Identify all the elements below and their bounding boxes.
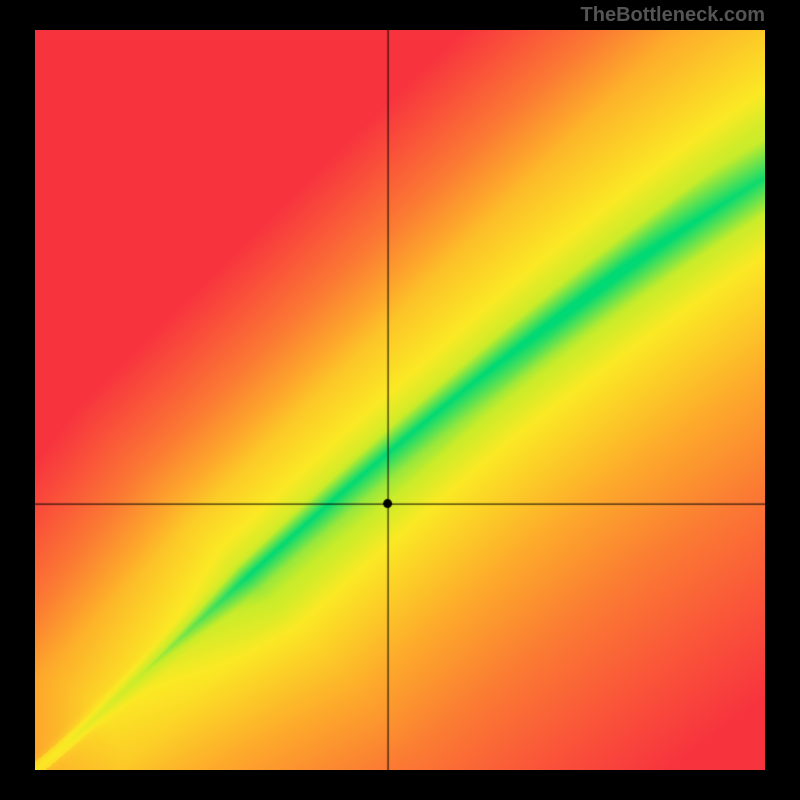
- watermark-text: TheBottleneck.com: [581, 4, 765, 27]
- heatmap-canvas: [35, 30, 765, 770]
- bottleneck-heatmap: [35, 30, 765, 770]
